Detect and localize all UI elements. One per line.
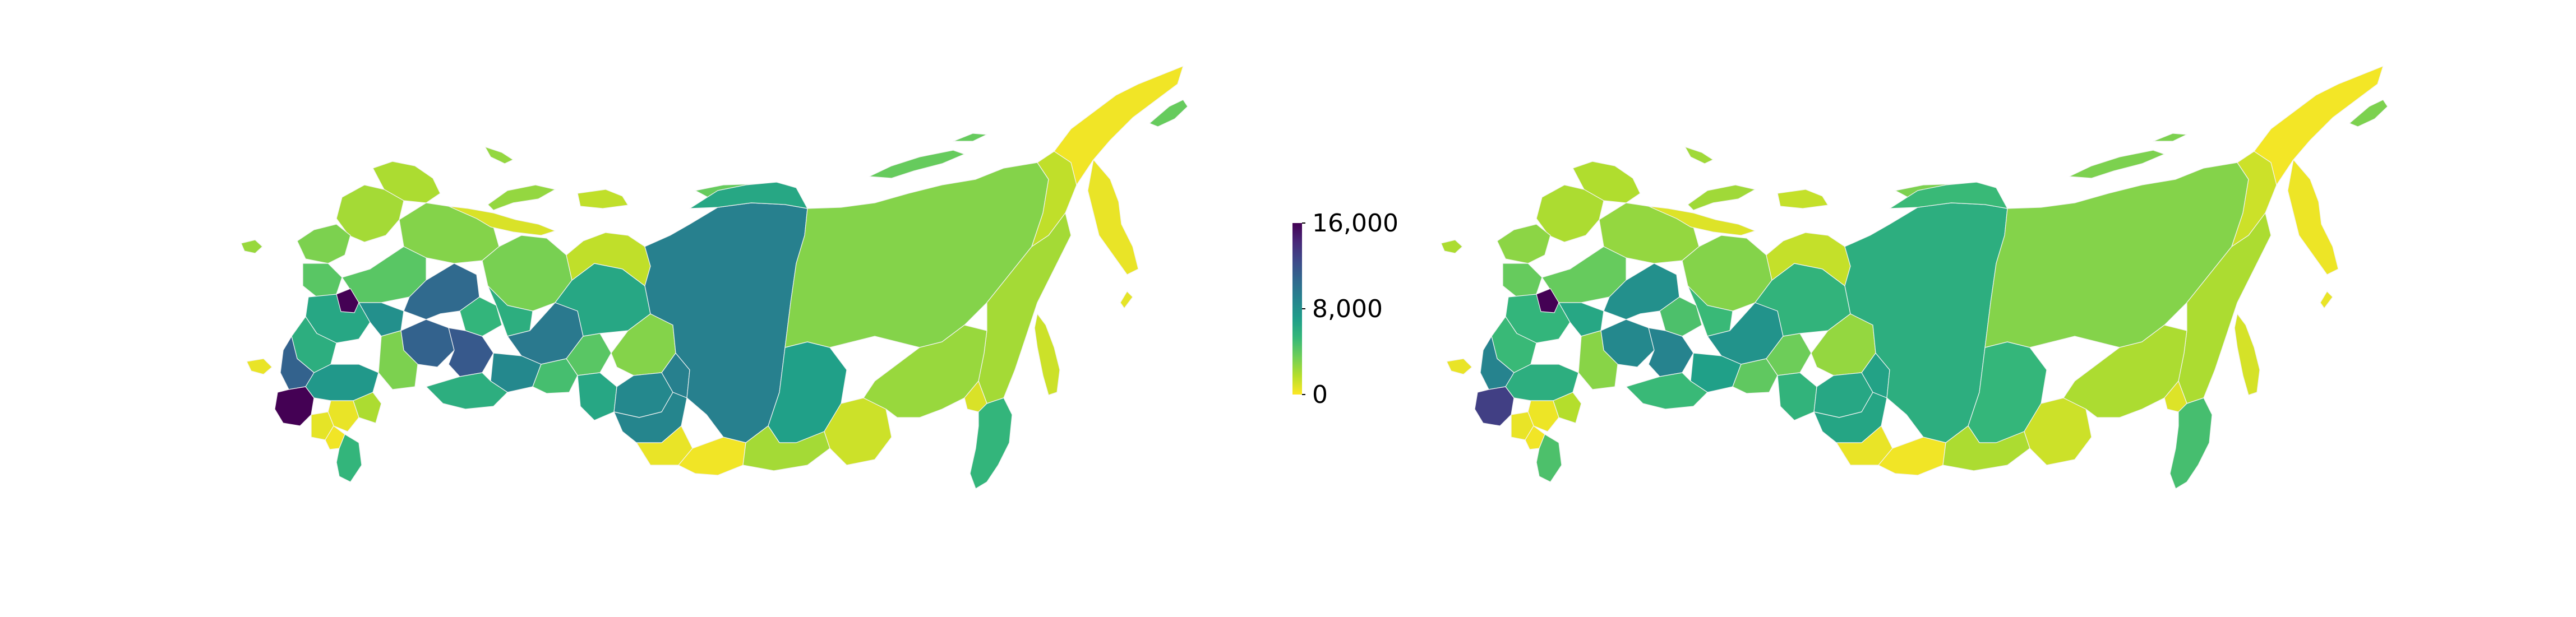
colorbar-tick-label: 16,000 <box>1312 209 1398 238</box>
colorbar-tick-label: 8,000 <box>1312 295 1383 323</box>
region-zabaykalsky <box>824 397 892 466</box>
region-nenets <box>1648 206 1756 236</box>
region-taymyr-islands <box>1889 182 2008 209</box>
region-dagestan <box>336 434 362 483</box>
region-kurgan <box>1732 358 1778 394</box>
colorbar-tick-label: 0 <box>1312 381 1328 409</box>
map-right <box>1441 66 2388 489</box>
region-karelia <box>1536 184 1604 243</box>
region-dagestan <box>1536 434 1562 483</box>
region-amur <box>2063 324 2187 418</box>
region-moscow <box>1536 288 1559 313</box>
region-novaya-zemlya <box>1687 184 1756 211</box>
region-northwest-1 <box>297 224 351 264</box>
region-chukotka <box>1054 66 1184 185</box>
region-omsk <box>577 372 617 421</box>
colorbar: 16,000 8,000 0 <box>1292 209 1398 409</box>
region-arctic-islands <box>953 133 987 142</box>
region-kurgan <box>532 358 578 394</box>
region-kuril <box>2320 291 2333 309</box>
region-taymyr-islands <box>689 182 808 209</box>
region-nenets <box>448 206 556 236</box>
region-crimea <box>1446 358 1472 375</box>
region-krasnodar <box>1474 386 1515 426</box>
region-kuril <box>1120 291 1133 309</box>
region-orenburg <box>1626 372 1708 410</box>
region-arctic-islands <box>869 150 965 179</box>
region-yamal <box>1777 189 1829 209</box>
region-kamchatka <box>1087 159 1139 275</box>
region-astrakhan <box>353 392 382 424</box>
region-primorsky <box>970 397 1013 489</box>
region-orenburg <box>426 372 508 410</box>
map-left <box>241 66 1188 489</box>
region-krasnodar <box>274 386 315 426</box>
region-kaliningrad <box>241 239 263 254</box>
region-altai-krai <box>1813 392 1887 443</box>
region-saratov <box>1578 330 1618 390</box>
region-sakhalin <box>2234 313 2260 396</box>
region-bashkortostan <box>1648 327 1694 377</box>
region-arctic-islands <box>2069 150 2165 179</box>
region-kaliningrad <box>1441 239 1463 254</box>
region-altai-krai <box>613 392 687 443</box>
region-saratov <box>378 330 418 390</box>
region-northwest-2 <box>302 263 343 298</box>
region-kamchatka <box>2287 159 2339 275</box>
region-bashkortostan <box>448 327 494 377</box>
region-moscow <box>336 288 359 313</box>
colorbar-gradient <box>1292 223 1302 395</box>
region-chukotka <box>2254 66 2384 185</box>
region-amur <box>863 324 987 418</box>
region-novaya-zemlya <box>484 146 514 164</box>
region-arctic-islands <box>2349 99 2388 127</box>
region-sakhalin <box>1034 313 1060 396</box>
region-arctic-islands <box>2153 133 2187 142</box>
region-karelia <box>336 184 404 243</box>
region-northwest-1 <box>1497 224 1551 264</box>
region-yamal <box>577 189 629 209</box>
region-zabaykalsky <box>2024 397 2092 466</box>
region-northwest-2 <box>1502 263 1543 298</box>
region-novaya-zemlya <box>1684 146 1714 164</box>
region-crimea <box>246 358 273 375</box>
region-omsk <box>1777 372 1817 421</box>
region-primorsky <box>2169 397 2213 489</box>
region-novaya-zemlya <box>487 184 556 211</box>
region-arctic-islands <box>1149 99 1188 127</box>
region-astrakhan <box>1553 392 1582 424</box>
